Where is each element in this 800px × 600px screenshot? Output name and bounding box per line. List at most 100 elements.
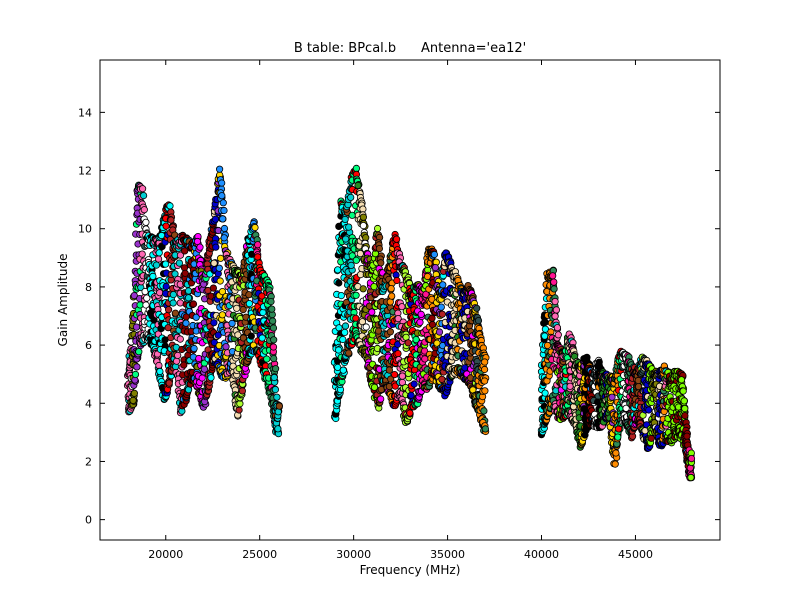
- data-point: [385, 366, 393, 374]
- data-point: [211, 215, 220, 223]
- data-point: [341, 215, 349, 223]
- data-point: [335, 279, 343, 287]
- data-point: [437, 303, 445, 311]
- data-point: [176, 335, 184, 343]
- data-point: [130, 291, 138, 300]
- data-point: [247, 332, 255, 340]
- data-point: [132, 323, 141, 331]
- data-point: [165, 379, 173, 387]
- data-point: [222, 343, 230, 351]
- data-point: [269, 324, 278, 332]
- plot-area: 20000 25000 30000 35000 40000 45000 024681012…: [78, 59, 721, 561]
- data-point: [218, 311, 226, 319]
- data-point: [438, 375, 446, 383]
- data-point: [196, 243, 204, 251]
- data-point: [140, 206, 148, 214]
- data-point: [273, 393, 281, 401]
- data-point: [480, 407, 488, 415]
- data-point: [373, 224, 382, 233]
- y-tick-label: 0: [85, 514, 92, 527]
- y-tick-label: 6: [85, 339, 92, 352]
- data-point: [687, 473, 695, 482]
- data-point: [149, 272, 157, 280]
- data-point: [189, 300, 198, 308]
- x-tick-label: 35000: [430, 548, 465, 561]
- data-point: [550, 278, 558, 286]
- data-point: [218, 192, 226, 200]
- y-axis-label: Gain Amplitude: [56, 254, 70, 347]
- data-point: [347, 261, 355, 269]
- y-tick-label: 12: [78, 165, 92, 178]
- data-point: [681, 404, 689, 413]
- data-point: [614, 433, 622, 441]
- data-point: [162, 282, 170, 291]
- data-point: [480, 365, 489, 374]
- data-point: [140, 192, 148, 200]
- data-point: [171, 270, 179, 278]
- data-point: [129, 396, 137, 404]
- data-point: [337, 291, 345, 300]
- data-point: [387, 284, 395, 293]
- data-point: [270, 373, 278, 382]
- data-point: [388, 292, 396, 300]
- y-tick-label: 8: [85, 281, 92, 294]
- data-point: [345, 223, 353, 231]
- data-point: [390, 370, 399, 379]
- data-point: [135, 348, 143, 356]
- data-point: [155, 249, 163, 257]
- data-point: [245, 291, 253, 299]
- data-point: [162, 260, 170, 268]
- data-point: [645, 406, 653, 414]
- data-point: [212, 243, 220, 251]
- data-point: [259, 308, 267, 317]
- data-point: [207, 374, 215, 382]
- data-point: [404, 339, 412, 347]
- data-point: [142, 218, 150, 226]
- data-point: [608, 393, 616, 401]
- data-point: [687, 454, 696, 463]
- data-point: [438, 310, 446, 318]
- data-point: [138, 250, 146, 258]
- data-point: [263, 355, 271, 363]
- data-point: [679, 387, 687, 395]
- data-point: [185, 287, 193, 295]
- data-point: [192, 313, 200, 321]
- data-point: [435, 328, 444, 336]
- data-point: [431, 263, 439, 272]
- data-point: [481, 358, 489, 366]
- data-point: [254, 241, 262, 249]
- data-point: [473, 304, 481, 312]
- data-point: [219, 199, 227, 207]
- data-point: [181, 247, 189, 255]
- data-point: [174, 351, 182, 359]
- data-point: [210, 319, 218, 327]
- chart-title: B table: BPcal.b Antenna='ea12': [294, 41, 526, 56]
- x-tick-label: 20000: [148, 548, 183, 561]
- data-point: [566, 382, 574, 390]
- data-point: [220, 224, 229, 233]
- data-point: [269, 317, 277, 325]
- data-point: [339, 366, 347, 374]
- data-point: [551, 297, 559, 306]
- data-point: [407, 391, 415, 399]
- data-point: [392, 235, 401, 243]
- data-point: [416, 318, 424, 326]
- data-point: [215, 264, 223, 272]
- x-tick-label: 25000: [242, 548, 277, 561]
- data-point: [258, 334, 266, 342]
- data-point: [552, 306, 561, 314]
- data-point: [143, 294, 151, 302]
- x-axis-label: Frequency (MHz): [360, 563, 461, 577]
- data-point: [220, 234, 228, 242]
- data-point: [210, 259, 218, 267]
- data-point: [270, 354, 278, 363]
- data-point: [155, 255, 163, 263]
- data-point: [214, 331, 222, 339]
- data-point: [184, 294, 193, 302]
- data-point: [200, 365, 208, 373]
- data-point: [362, 323, 370, 331]
- data-point: [267, 297, 275, 306]
- data-point: [268, 305, 276, 313]
- data-point: [341, 322, 350, 330]
